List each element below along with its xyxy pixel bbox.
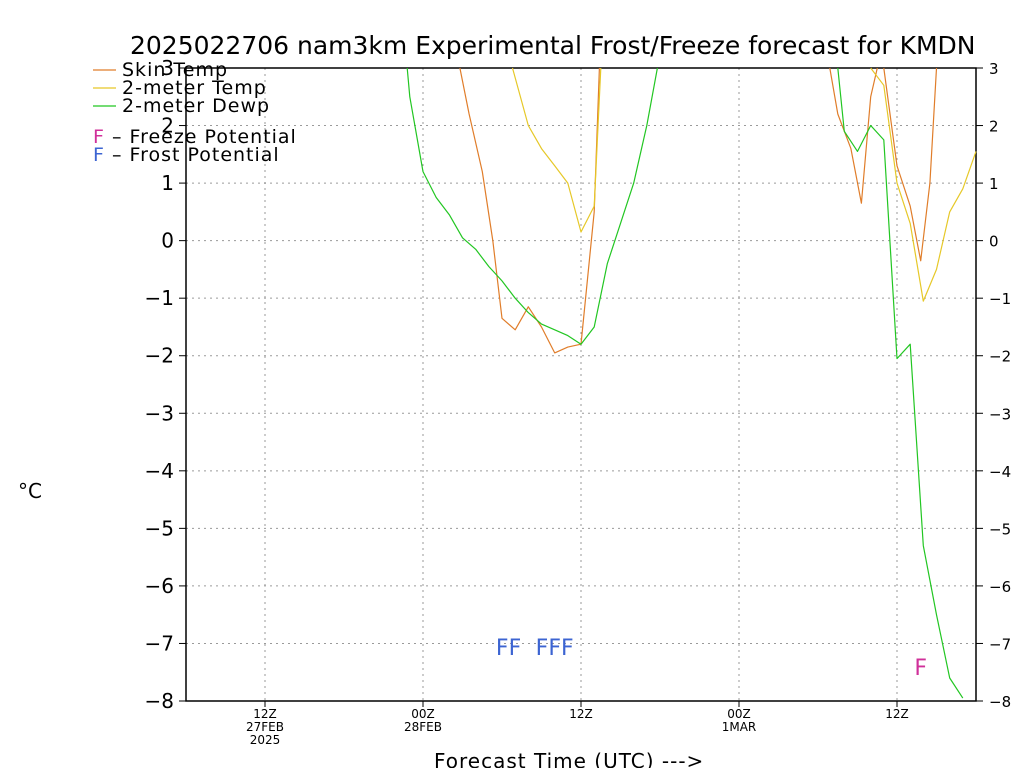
x-tick-label: 00Z [727, 707, 751, 721]
y-tick-label-left: −7 [145, 631, 174, 655]
y-tick-label-right: 3 [989, 60, 999, 78]
y-tick-label-right: −1 [989, 290, 1011, 308]
y-tick-label-right: −5 [989, 520, 1011, 538]
legend-letter-entry: F – Frost Potential [93, 144, 280, 166]
frost-potential-marker: FF [496, 636, 521, 661]
y-tick-label-right: −6 [989, 578, 1011, 596]
plot-frame [185, 67, 977, 702]
x-tick-label: 1MAR [722, 720, 757, 734]
freeze-potential-marker: F [914, 656, 927, 681]
series-line-skin-temp [459, 67, 938, 354]
y-tick-label-left: −3 [145, 401, 174, 425]
y-tick-label-right: −3 [989, 405, 1011, 423]
y-tick-label-left: −8 [145, 689, 174, 713]
y-tick-label-right: 0 [989, 233, 999, 251]
y-tick-label-left: −4 [145, 459, 174, 483]
x-tick-label: 2025 [250, 733, 281, 747]
x-tick-label: 12Z [885, 707, 909, 721]
y-tick-label-left: −6 [145, 574, 174, 598]
x-tick-label: 00Z [411, 707, 435, 721]
x-tick-label: 12Z [569, 707, 593, 721]
y-tick-label-left: 2 [161, 114, 174, 138]
y-axis-label: °C [18, 479, 42, 503]
x-tick-label: 12Z [253, 707, 277, 721]
y-tick-label-left: −1 [145, 286, 174, 310]
y-tick-label-left: 1 [161, 171, 174, 195]
y-tick-label-right: −4 [989, 463, 1011, 481]
grid-lines [186, 68, 976, 701]
series-line-2-meter-temp [511, 67, 977, 302]
y-axis-left: 3 2 1 0 −1 −2 −3 −4 −5 −6 −7 −8 [145, 56, 186, 713]
x-tick-label: 27FEB [246, 720, 284, 734]
y-tick-label-left: −2 [145, 344, 174, 368]
legend-entry: Skin Temp [122, 59, 228, 81]
y-tick-label-left: −5 [145, 516, 174, 540]
y-tick-label-left: 3 [161, 56, 174, 80]
y-axis-right: 3 2 1 0 −1 −2 −3 −4 −5 −6 −7 −8 [976, 60, 1011, 711]
legend-entry: 2-meter Dewp [122, 95, 270, 117]
x-tick-label: 28FEB [404, 720, 442, 734]
y-tick-label-right: −2 [989, 348, 1011, 366]
legend-entry: 2-meter Temp [122, 77, 267, 99]
y-tick-label-right: −8 [989, 693, 1011, 711]
y-tick-label-right: −7 [989, 635, 1011, 653]
series-line-2-meter-dewp [406, 67, 964, 699]
y-tick-label-right: 2 [989, 118, 999, 136]
frost-potential-marker: FFF [536, 636, 574, 661]
chart-title: 2025022706 nam3km Experimental Frost/Fre… [130, 31, 975, 60]
series-group [406, 67, 977, 699]
y-tick-label-right: 1 [989, 175, 999, 193]
legend-letter-entry: F – Freeze Potential [93, 126, 297, 148]
x-axis-label: Forecast Time (UTC) ---> [434, 749, 704, 768]
y-tick-label-left: 0 [161, 229, 174, 253]
